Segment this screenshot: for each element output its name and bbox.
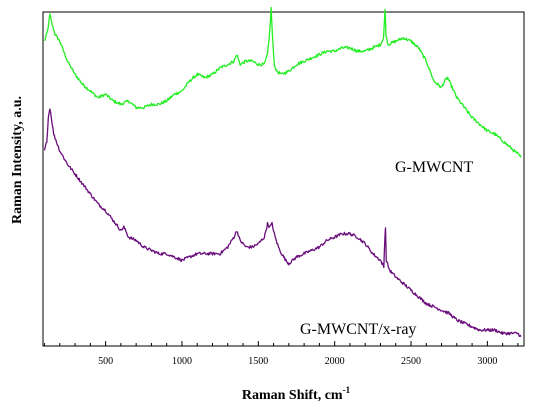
plot-area-frame — [42, 11, 525, 347]
x-axis-title-main: Raman Shift, cm — [242, 388, 343, 403]
y-axis-title: Raman Intensity, a.u. — [10, 96, 25, 224]
x-tick-label: 2000 — [325, 356, 345, 367]
series-layer — [43, 6, 522, 338]
x-axis-title: Raman Shift, cm-1 — [242, 385, 351, 403]
annotation-g-mwcnt: G-MWCNT — [395, 159, 473, 176]
series-line-g-mwcnt — [43, 6, 522, 158]
x-axis-title-superscript: -1 — [343, 385, 351, 395]
x-tick-label: 1000 — [172, 356, 192, 367]
x-tick-label: 2500 — [401, 356, 421, 367]
x-tick-label: 500 — [98, 356, 113, 367]
series-line-g-mwcnt-xray — [43, 108, 522, 338]
x-tick-label: 1500 — [248, 356, 268, 367]
x-axis-ticks: 500 1000 1500 2000 2500 3000 — [44, 341, 519, 367]
x-tick-label: 3000 — [477, 356, 497, 367]
annotation-g-mwcnt-xray: G-MWCNT/x-ray — [300, 321, 416, 338]
